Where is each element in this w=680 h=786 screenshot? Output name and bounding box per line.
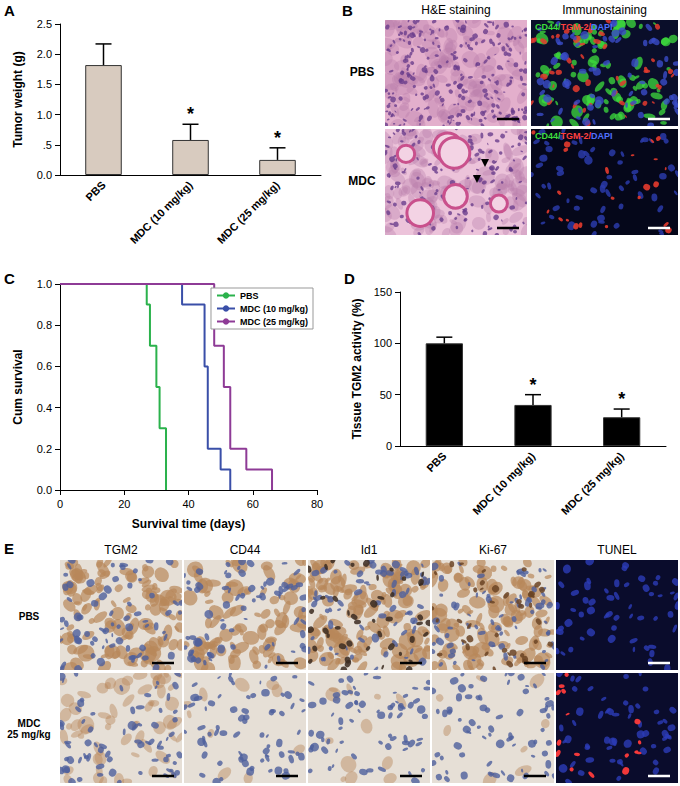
html-text:CD44: CD44 — [229, 543, 261, 557]
svg-text:PBS: PBS — [424, 450, 448, 474]
svg-text:50: 50 — [380, 389, 392, 401]
svg-text:*: * — [618, 389, 625, 409]
html-text:CD44/ TGM-2/ DAPI: CD44/ TGM-2/ DAPI — [535, 131, 613, 141]
html-text:TUNEL: TUNEL — [597, 543, 637, 557]
svg-text:*: * — [274, 128, 281, 148]
html-text:C: C — [4, 270, 15, 287]
svg-text:2.5: 2.5 — [37, 18, 52, 30]
svg-text:0.6: 0.6 — [37, 360, 52, 372]
svg-text:20: 20 — [118, 498, 130, 510]
svg-text:MDC (25 mg/kg): MDC (25 mg/kg) — [240, 317, 308, 327]
svg-text:PBS: PBS — [83, 179, 107, 203]
svg-text:0.2: 0.2 — [37, 443, 52, 455]
html-text:Immunostaining: Immunostaining — [562, 3, 647, 17]
html-text:PBS: PBS — [349, 65, 375, 79]
svg-text:100: 100 — [374, 337, 392, 349]
html-text:MDC: MDC — [348, 174, 376, 188]
html-text:25 mg/kg: 25 mg/kg — [7, 729, 51, 740]
svg-text:2.0: 2.0 — [37, 48, 52, 60]
svg-text:0.4: 0.4 — [37, 402, 52, 414]
html-text:A: A — [4, 2, 15, 19]
html-text:Id1: Id1 — [360, 543, 378, 557]
svg-text:*: * — [529, 375, 536, 395]
svg-text:1.0: 1.0 — [37, 278, 52, 290]
svg-text:MDC (25 mg/kg): MDC (25 mg/kg) — [215, 179, 282, 246]
svg-text:0: 0 — [386, 440, 392, 452]
html-text:PBS: PBS — [18, 610, 40, 622]
svg-text:60: 60 — [247, 498, 259, 510]
svg-text:*: * — [187, 104, 194, 124]
svg-text:.5: .5 — [43, 139, 52, 151]
svg-text:0: 0 — [57, 498, 63, 510]
html-text:E: E — [4, 540, 14, 557]
svg-text:1.5: 1.5 — [37, 78, 52, 90]
html-text:D: D — [344, 270, 355, 287]
html-text:Ki-67: Ki-67 — [479, 543, 507, 557]
svg-text:0.0: 0.0 — [37, 484, 52, 496]
svg-text:PBS: PBS — [240, 291, 259, 301]
svg-text:MDC (25 mg/kg): MDC (25 mg/kg) — [559, 450, 626, 517]
svg-text:40: 40 — [182, 498, 194, 510]
html-text:B: B — [342, 2, 353, 19]
svg-text:Cum survival: Cum survival — [11, 349, 25, 424]
svg-text:Survival time (days): Survival time (days) — [132, 517, 245, 531]
svg-text:1.0: 1.0 — [37, 109, 52, 121]
svg-text:MDC (10 mg/kg): MDC (10 mg/kg) — [470, 450, 537, 517]
svg-text:MDC (10 mg/kg): MDC (10 mg/kg) — [128, 179, 195, 246]
svg-text:MDC (10 mg/kg): MDC (10 mg/kg) — [240, 304, 308, 314]
html-text:TGM2: TGM2 — [104, 543, 138, 557]
svg-text:Tumor weight (g): Tumor weight (g) — [11, 51, 25, 147]
html-text:H&E staining: H&E staining — [421, 3, 491, 17]
html-text:CD44/ TGM-2/ DAPI: CD44/ TGM-2/ DAPI — [535, 22, 613, 32]
svg-text:Tissue TGM2 activity (%): Tissue TGM2 activity (%) — [350, 298, 364, 439]
svg-text:0.0: 0.0 — [37, 169, 52, 181]
svg-text:150: 150 — [374, 286, 392, 298]
html-text:MDC: MDC — [17, 718, 41, 729]
svg-text:80: 80 — [311, 498, 323, 510]
svg-text:0.8: 0.8 — [37, 319, 52, 331]
